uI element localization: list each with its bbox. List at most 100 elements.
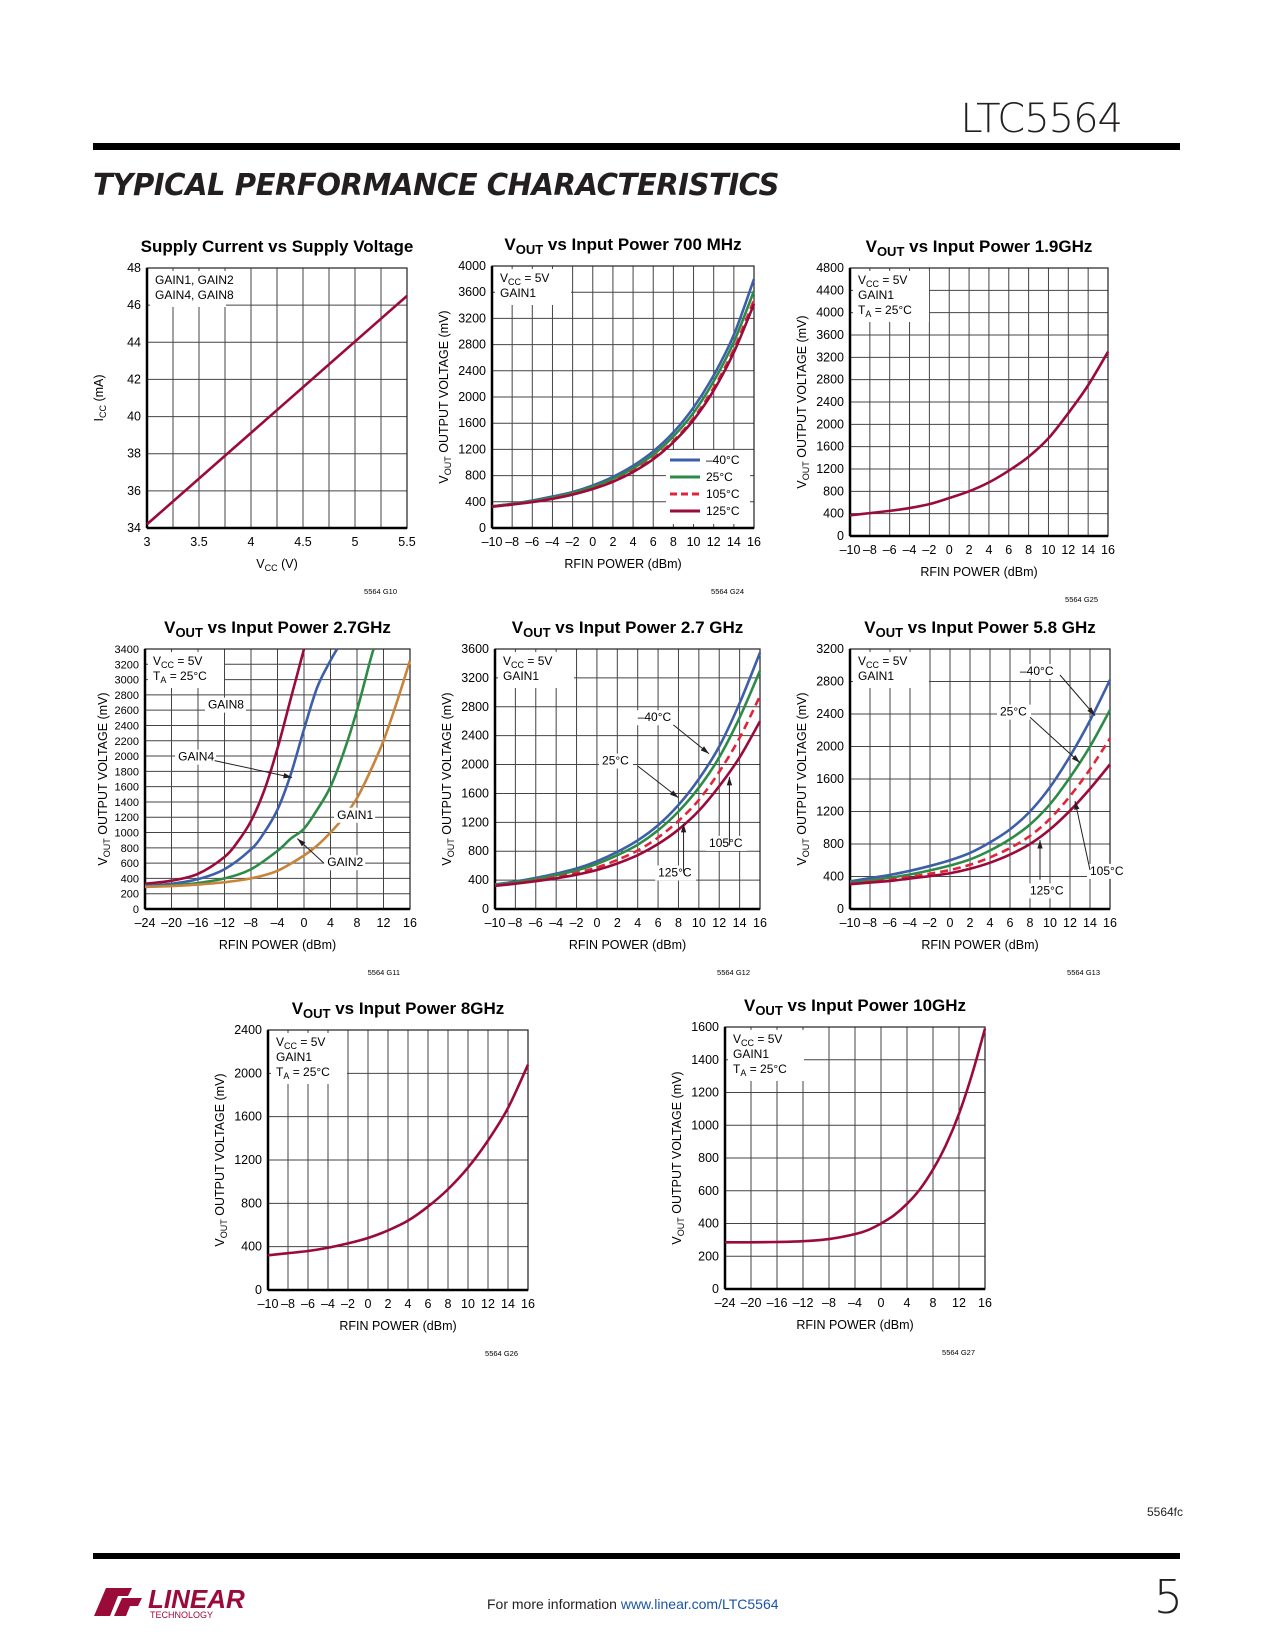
x-tick-label: 10 bbox=[461, 1297, 475, 1311]
x-tick-label: 5.5 bbox=[398, 535, 415, 549]
annotation-line: GAIN1 bbox=[500, 286, 536, 300]
legend-label: 125°C bbox=[706, 504, 740, 518]
graph-code: 5564 G27 bbox=[942, 1348, 975, 1357]
x-tick-label: 14 bbox=[733, 916, 747, 930]
x-tick-label: –20 bbox=[161, 916, 182, 930]
y-tick-label: 1400 bbox=[115, 797, 139, 809]
y-tick-label: 2800 bbox=[816, 675, 844, 689]
x-tick-label: 8 bbox=[1025, 543, 1032, 557]
arrow-head bbox=[1087, 707, 1095, 716]
x-tick-label: 16 bbox=[521, 1297, 535, 1311]
x-tick-label: 8 bbox=[445, 1297, 452, 1311]
chart-svg: VOUT vs Input Power 2.7GHz 0 200 400 600 800 1… bbox=[96, 618, 417, 977]
footer-link[interactable]: www.linear.com/LTC5564 bbox=[620, 1596, 779, 1612]
arrow-head bbox=[726, 776, 733, 786]
series-line bbox=[144, 648, 339, 888]
svg-text:LINEAR: LINEAR bbox=[148, 1584, 245, 1614]
x-tick-label: –24 bbox=[135, 916, 156, 930]
x-tick-label: 8 bbox=[670, 535, 677, 549]
y-tick-label: 2600 bbox=[115, 705, 139, 717]
x-tick-label: 4 bbox=[405, 1297, 412, 1311]
series-line bbox=[146, 294, 408, 526]
x-tick-label: 3 bbox=[144, 535, 151, 549]
section-title: TYPICAL PERFORMANCE CHARACTERISTICS bbox=[93, 168, 779, 203]
y-axis-label: VOUT OUTPUT VOLTAGE (mV) bbox=[437, 310, 453, 483]
y-tick-label: 2400 bbox=[234, 1023, 262, 1037]
y-tick-label: 42 bbox=[127, 372, 141, 386]
y-axis-label: VOUT OUTPUT VOLTAGE (mV) bbox=[670, 1071, 686, 1244]
curve-label: –40°C bbox=[1017, 664, 1096, 716]
chart-svg: VOUT vs Input Power 8GHz 0 400 800 1200 1600 2… bbox=[213, 999, 535, 1358]
series-line bbox=[144, 660, 412, 889]
chart-vout-700mhz: VOUT vs Input Power 700 MHz 0 400 800 1200 16… bbox=[430, 228, 784, 605]
curve-label: 125°C bbox=[1027, 839, 1068, 899]
y-tick-label: 3600 bbox=[458, 285, 486, 299]
y-tick-label: 2800 bbox=[816, 373, 844, 387]
x-tick-label: 16 bbox=[403, 916, 417, 930]
x-tick-label: –8 bbox=[822, 1296, 836, 1310]
x-tick-label: –8 bbox=[505, 535, 519, 549]
annotation-line: VCC = 5V bbox=[500, 271, 549, 287]
y-axis-label: VOUT OUTPUT VOLTAGE (mV) bbox=[440, 692, 456, 865]
curve-label: GAIN2 bbox=[297, 838, 366, 871]
y-tick-label: 2400 bbox=[816, 395, 844, 409]
y-tick-label: 3600 bbox=[461, 642, 489, 656]
y-tick-label: 400 bbox=[121, 873, 139, 885]
y-tick-label: 2000 bbox=[461, 758, 489, 772]
x-tick-label: 12 bbox=[1063, 916, 1077, 930]
y-tick-label: 2400 bbox=[461, 729, 489, 743]
arrow-head bbox=[670, 790, 679, 798]
x-axis-label: RFIN POWER (dBm) bbox=[564, 557, 681, 571]
y-tick-label: 1200 bbox=[816, 462, 844, 476]
series-line bbox=[491, 303, 756, 509]
chart-vout-5-8ghz: VOUT vs Input Power 5.8 GHz 0 400 800 1200 16… bbox=[790, 612, 1140, 986]
x-axis-label: RFIN POWER (dBm) bbox=[219, 938, 336, 952]
x-tick-label: 10 bbox=[687, 535, 701, 549]
y-tick-label: 600 bbox=[698, 1184, 719, 1198]
y-axis-label: VOUT OUTPUT VOLTAGE (mV) bbox=[795, 692, 811, 865]
x-tick-label: 0 bbox=[947, 916, 954, 930]
x-axis-label: RFIN POWER (dBm) bbox=[920, 565, 1037, 579]
x-tick-label: –20 bbox=[741, 1296, 762, 1310]
x-tick-label: 16 bbox=[978, 1296, 992, 1310]
arrow-head bbox=[297, 838, 306, 847]
part-number: LTC5564 bbox=[960, 96, 1123, 142]
y-tick-label: 1200 bbox=[691, 1086, 719, 1100]
x-tick-label: 12 bbox=[952, 1296, 966, 1310]
annotation-line: TA = 25°C bbox=[153, 669, 207, 685]
svg-text:GAIN1: GAIN1 bbox=[337, 808, 373, 822]
annotation-line: VCC = 5V bbox=[858, 654, 907, 670]
y-axis-label: VOUT OUTPUT VOLTAGE (mV) bbox=[795, 315, 811, 488]
y-tick-label: 48 bbox=[127, 261, 141, 275]
x-tick-label: 6 bbox=[1005, 543, 1012, 557]
x-tick-label: 8 bbox=[1027, 916, 1034, 930]
annotation-line: VCC = 5V bbox=[858, 273, 907, 289]
arrow-head bbox=[283, 773, 293, 779]
x-tick-label: –6 bbox=[883, 916, 897, 930]
series-line bbox=[494, 720, 762, 888]
annotation-line: VCC = 5V bbox=[153, 654, 202, 670]
svg-text:GAIN8: GAIN8 bbox=[208, 698, 244, 712]
x-tick-label: –4 bbox=[848, 1296, 862, 1310]
y-tick-label: 800 bbox=[823, 484, 844, 498]
legend-label: 25°C bbox=[706, 470, 733, 484]
y-tick-label: 200 bbox=[121, 889, 139, 901]
chart-vout-1-9ghz: VOUT vs Input Power 1.9GHz 0 400 800 1200 160… bbox=[790, 228, 1138, 613]
chart-vout-10ghz: VOUT vs Input Power 10GHz 0 200 400 600 800 10… bbox=[665, 990, 1015, 1366]
y-tick-label: 1600 bbox=[691, 1020, 719, 1034]
y-tick-label: 0 bbox=[837, 529, 844, 543]
chart-vout-8ghz: VOUT vs Input Power 8GHz 0 400 800 1200 1600 2… bbox=[210, 990, 558, 1367]
annotation-line: GAIN1 bbox=[733, 1047, 769, 1061]
arrow-head bbox=[700, 746, 710, 754]
y-tick-label: 1600 bbox=[816, 440, 844, 454]
y-tick-label: 3200 bbox=[458, 311, 486, 325]
svg-text:105°C: 105°C bbox=[709, 836, 743, 850]
curve-label: GAIN4 bbox=[175, 749, 293, 779]
svg-text:25°C: 25°C bbox=[602, 754, 629, 768]
y-tick-label: 4000 bbox=[816, 306, 844, 320]
y-tick-label: 400 bbox=[698, 1217, 719, 1231]
x-tick-label: 10 bbox=[1042, 543, 1056, 557]
x-tick-label: 8 bbox=[354, 916, 361, 930]
